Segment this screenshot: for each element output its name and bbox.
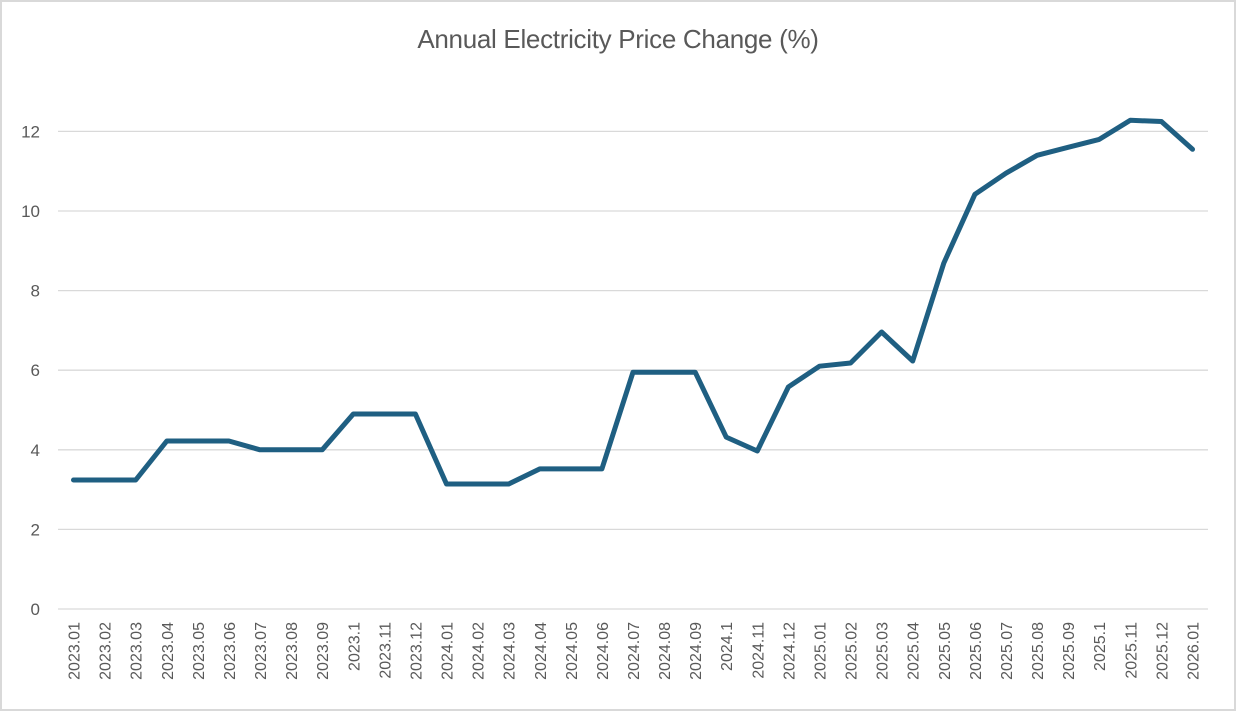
x-tick-label: 2023.04 (160, 622, 177, 680)
y-tick-label: 2 (31, 520, 40, 539)
x-tick-label: 2024.03 (502, 622, 519, 680)
x-tick-label: 2024.09 (688, 622, 705, 680)
x-tick-label: 2024.06 (595, 622, 612, 680)
x-tick-label: 2025.07 (999, 622, 1016, 680)
gridlines (58, 130, 1208, 610)
x-tick-label: 2025.09 (1061, 622, 1078, 680)
x-tick-label: 2026.01 (1185, 622, 1202, 680)
x-tick-label: 2025.08 (1030, 622, 1047, 680)
x-tick-label: 2024.12 (781, 622, 798, 680)
x-tick-label: 2025.12 (1154, 622, 1171, 680)
x-tick-label: 2023.02 (98, 622, 115, 680)
x-tick-label: 2024.05 (564, 622, 581, 680)
chart-title: Annual Electricity Price Change (%) (417, 24, 819, 54)
x-tick-label: 2024.04 (533, 622, 550, 680)
x-tick-label: 2023.06 (222, 622, 239, 680)
x-tick-label: 2025.04 (906, 622, 923, 680)
y-tick-label: 4 (31, 441, 40, 460)
x-tick-label: 2023.03 (129, 622, 146, 680)
x-tick-label: 2023.01 (67, 622, 84, 680)
x-tick-label: 2025.03 (875, 622, 892, 680)
x-tick-label: 2025.05 (937, 622, 954, 680)
x-tick-label: 2024.1 (719, 622, 736, 671)
x-tick-label: 2025.1 (1092, 622, 1109, 671)
y-tick-label: 8 (31, 282, 40, 301)
series-line (71, 117, 1195, 487)
x-tick-label: 2025.01 (812, 622, 829, 680)
x-tick-label: 2025.06 (968, 622, 985, 680)
x-tick-label: 2023.07 (253, 622, 270, 680)
y-tick-label: 0 (31, 600, 40, 619)
x-tick-label: 2025.02 (844, 622, 861, 680)
y-tick-label: 12 (21, 122, 40, 141)
x-tick-label: 2024.11 (750, 622, 767, 679)
x-axis-ticks: 2023.01 2023.02 2023.03 2023.04 2023.05 2023.… (67, 622, 1203, 680)
y-tick-label: 10 (21, 202, 40, 221)
x-tick-label: 2023.05 (191, 622, 208, 680)
x-tick-label: 2024.02 (471, 622, 488, 680)
x-tick-label: 2024.07 (626, 622, 643, 680)
x-tick-label: 2024.08 (657, 622, 674, 680)
x-tick-label: 2023.11 (377, 622, 394, 679)
x-tick-label: 2025.11 (1123, 622, 1140, 679)
x-tick-label: 2024.01 (440, 622, 457, 680)
x-tick-label: 2023.1 (346, 622, 363, 671)
x-tick-label: 2023.12 (408, 622, 425, 680)
y-tick-label: 6 (31, 361, 40, 380)
series-lines (71, 117, 1195, 487)
x-tick-label: 2023.08 (284, 622, 301, 680)
x-tick-label: 2023.09 (315, 622, 332, 680)
y-axis-ticks: 0 2 4 6 8 10 12 (21, 122, 40, 619)
